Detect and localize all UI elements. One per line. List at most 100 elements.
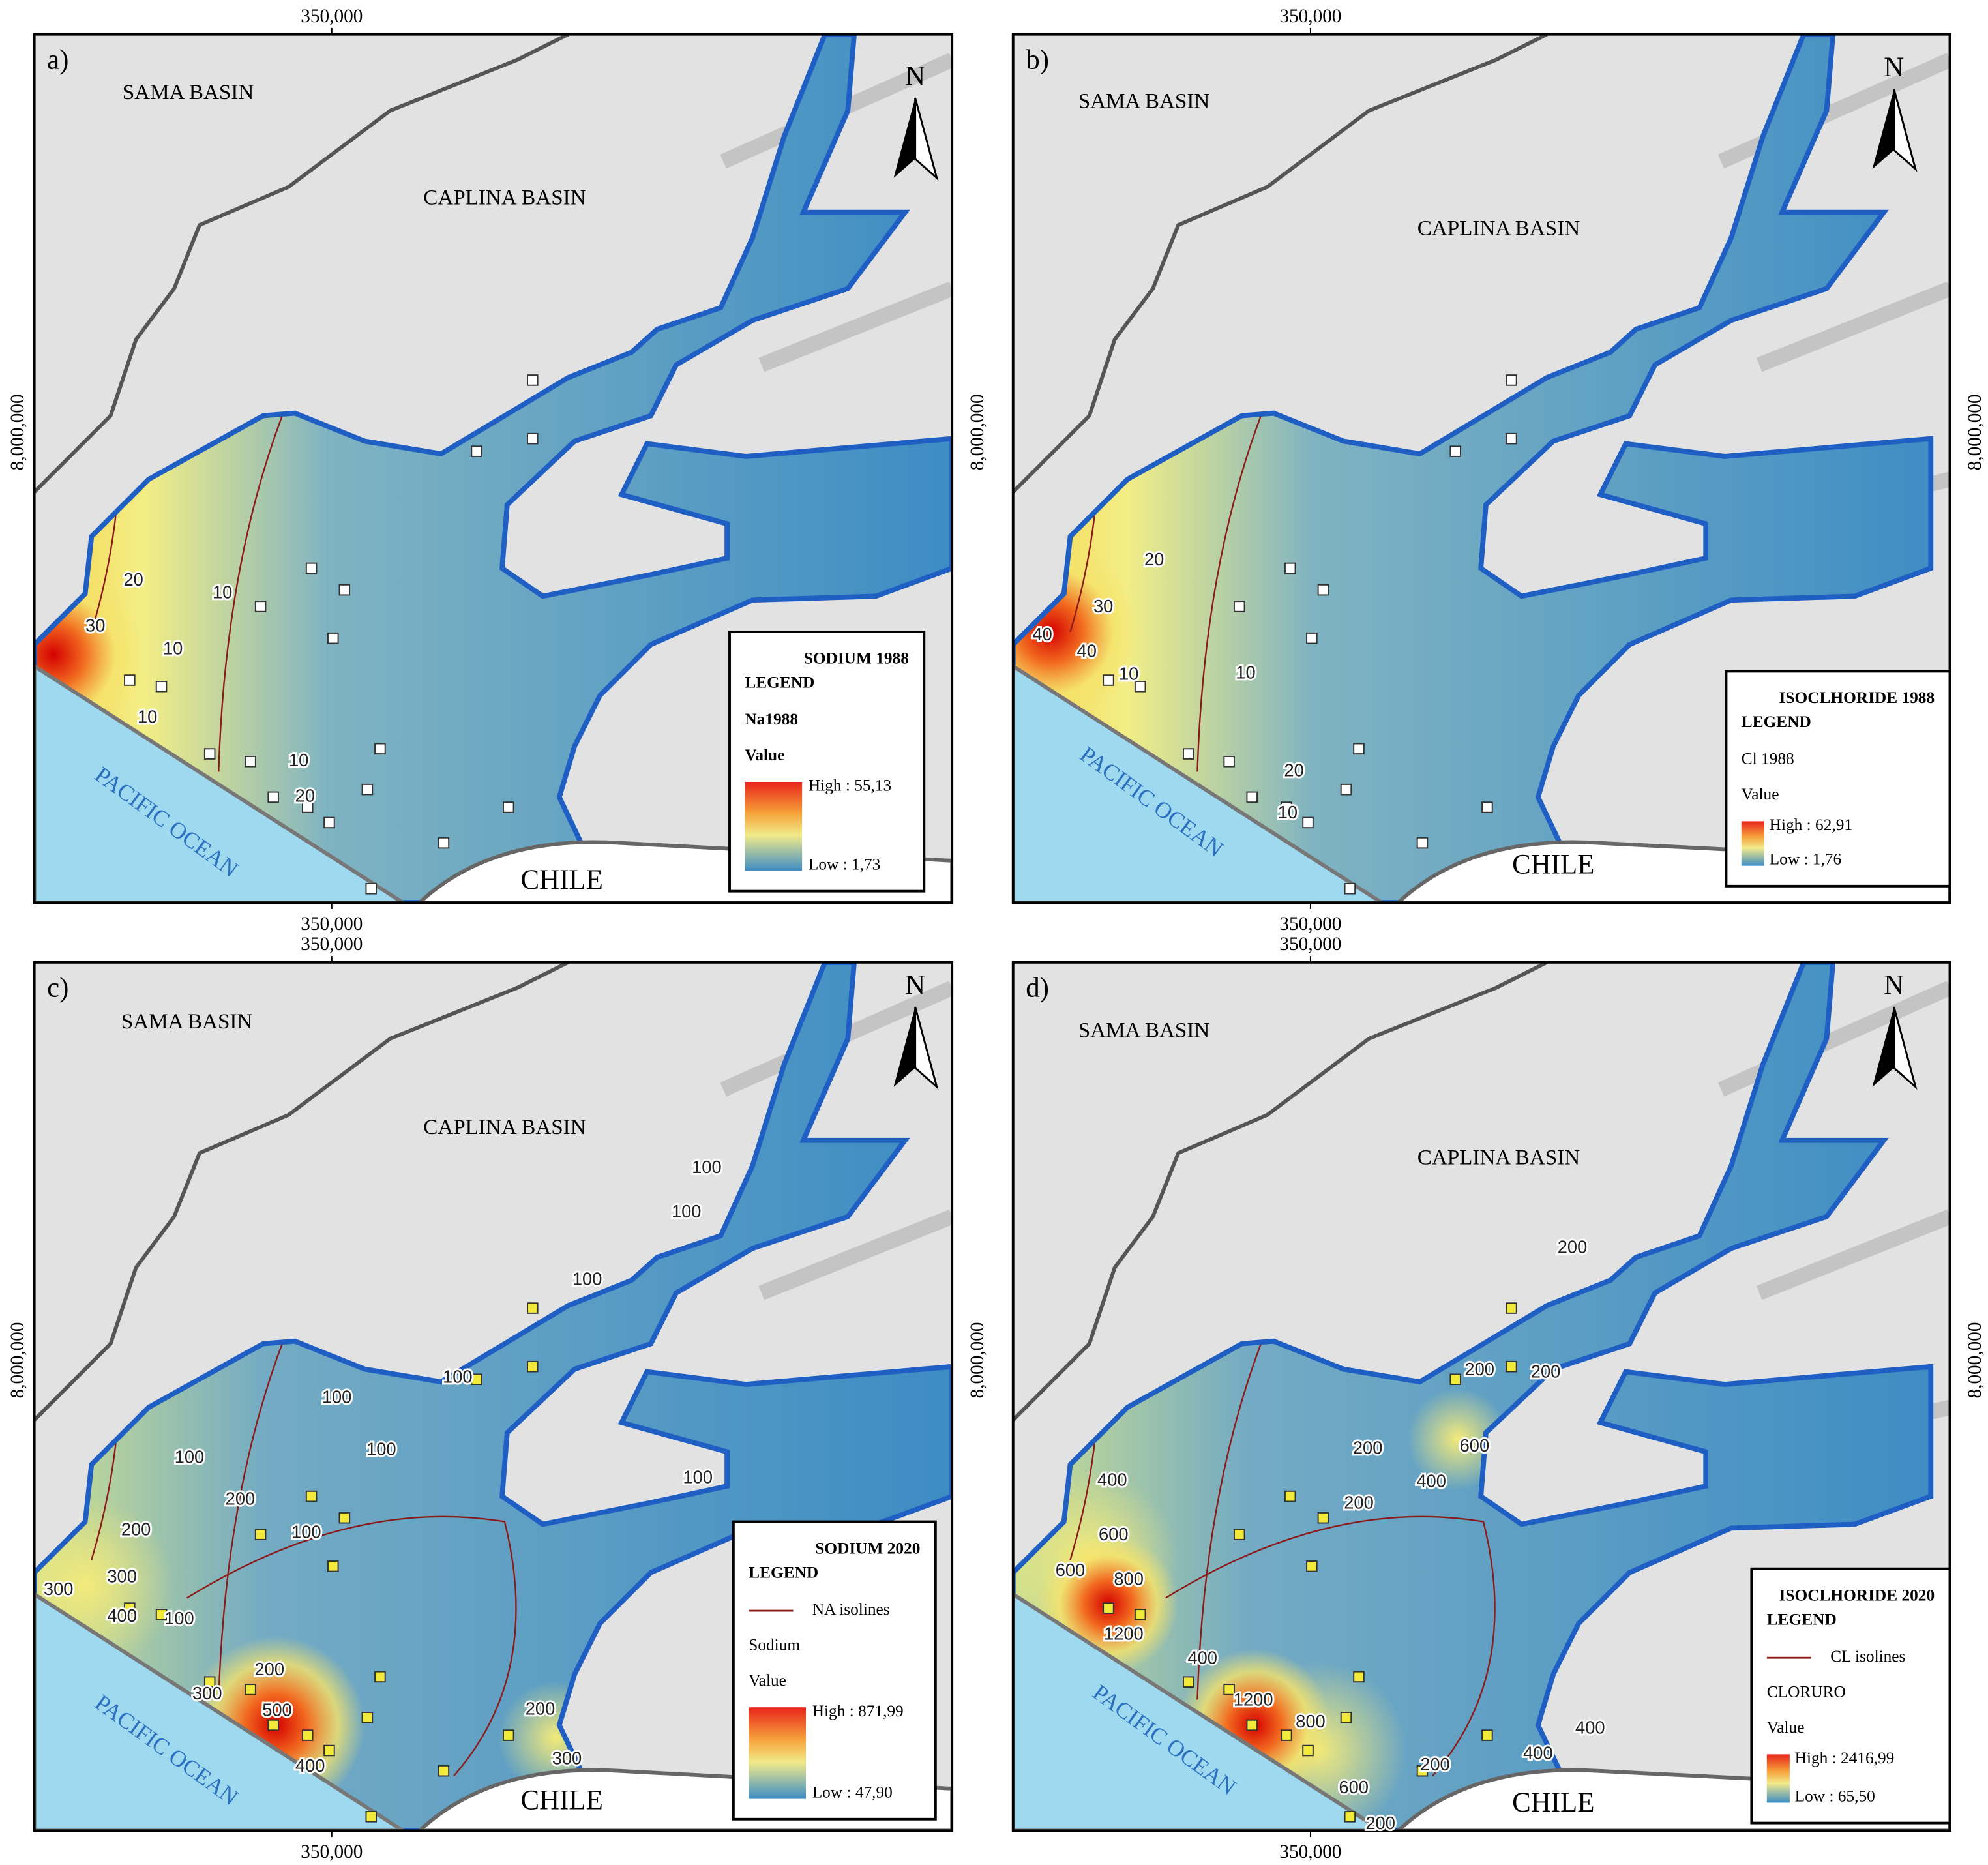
basin-boundary [1013, 962, 1548, 1422]
basin-name: CAPLINA BASIN [423, 1115, 586, 1139]
isoline-label: 400 [295, 1755, 325, 1776]
isoline [218, 415, 283, 772]
map-frame [33, 961, 954, 1832]
isoline-label: 800 [1296, 1711, 1326, 1731]
sample-point [1506, 374, 1517, 386]
sample-point [1340, 1712, 1352, 1723]
isoline-label: 200 [526, 1698, 556, 1718]
isoline-label: 10 [138, 707, 157, 727]
sample-point [1306, 632, 1318, 644]
coordinate-label: 8,000,000 [7, 1322, 28, 1399]
coordinate-label: 8,000,000 [967, 394, 988, 470]
isoline-label: 30 [1093, 596, 1113, 616]
sample-point [1284, 1490, 1296, 1502]
sample-point [1134, 681, 1146, 693]
coordinate-label: 8,000,000 [1965, 1322, 1985, 1399]
sample-point [1449, 445, 1461, 457]
map-body [34, 962, 953, 1831]
map-body [1013, 962, 1950, 1831]
sample-point [365, 1811, 378, 1823]
sample-point [1233, 601, 1245, 612]
basin-name: SAMA BASIN [121, 1009, 253, 1034]
sample-point [245, 1684, 256, 1695]
legend-title: ISOCLHORIDE 1988 [1779, 689, 1935, 707]
isoline-label: 200 [1344, 1492, 1374, 1512]
hot-zone [1013, 543, 1140, 721]
isoline [1165, 1515, 1496, 1777]
legend-item: Na1988 [745, 710, 798, 728]
sample-point [361, 783, 374, 796]
legend-item: CLORURO [1767, 1683, 1846, 1701]
sample-point [1182, 748, 1194, 760]
sample-point [503, 801, 514, 813]
sample-point [1506, 1360, 1517, 1373]
sample-point [1302, 816, 1314, 829]
legend-item: Value [1767, 1718, 1805, 1737]
basin-name: CAPLINA BASIN [423, 186, 586, 210]
sample-point [1281, 801, 1292, 813]
sample-point [1481, 1729, 1493, 1741]
isoline [1196, 415, 1262, 772]
isoline-label: 40 [1032, 624, 1052, 644]
isoline-label: 100 [366, 1439, 396, 1459]
north-arrow [914, 97, 939, 181]
isoline-label: 200 [1353, 1438, 1383, 1458]
legend-low: Low : 1,73 [809, 855, 880, 873]
legend-subtitle: LEGEND [749, 1563, 818, 1581]
sample-point [1416, 837, 1429, 849]
legend-item: CL isolines [1830, 1647, 1905, 1665]
legend-subtitle: LEGEND [1767, 1610, 1837, 1628]
ocean [1013, 664, 1386, 903]
isoline-label: 200 [255, 1659, 285, 1679]
isoline-label: 100 [175, 1446, 205, 1467]
isoline-label: 20 [1144, 549, 1164, 569]
north-label: N [905, 970, 925, 1001]
sample-point [374, 1671, 386, 1683]
isoline-label: 100 [692, 1157, 722, 1177]
sample-point [254, 1529, 267, 1540]
country-name: CHILE [521, 865, 603, 895]
north-arrow [914, 1006, 939, 1090]
sample-point [1302, 1744, 1314, 1757]
sample-point [327, 632, 339, 644]
isoline-label: 100 [291, 1521, 321, 1542]
isoline-label: 1200 [1104, 1623, 1144, 1643]
legend-ramp [1766, 1754, 1790, 1803]
ocean [1013, 1592, 1386, 1831]
isoline-label: 400 [1097, 1469, 1127, 1489]
legend-item: NA isolines [812, 1600, 890, 1619]
sample-point [527, 374, 539, 386]
coordinate-label: 350,000 [301, 934, 363, 955]
sample-point [1449, 1373, 1461, 1386]
country-name: CHILE [521, 1785, 603, 1815]
isoline [1069, 1433, 1097, 1560]
basin-name: SAMA BASIN [1078, 1019, 1210, 1043]
legend-box [1725, 670, 1951, 888]
legend-item: Value [1742, 785, 1779, 803]
coordinate-label: 350,000 [301, 914, 363, 934]
isoline-label: 10 [163, 638, 183, 658]
isoline [91, 1433, 118, 1560]
sample-point [267, 791, 279, 803]
sample-point [327, 1560, 339, 1572]
legend-item: Sodium [749, 1635, 800, 1654]
isoline-label: 200 [1464, 1359, 1494, 1379]
sample-point [1246, 791, 1258, 803]
sample-point [1353, 743, 1365, 755]
sample-point [155, 681, 168, 693]
isoline-label: 400 [107, 1605, 137, 1626]
aquifer-outline [1013, 34, 1934, 903]
isoline-label: 200 [1558, 1237, 1588, 1257]
basin-boundary [1013, 34, 1548, 494]
north-arrow [893, 1007, 915, 1087]
isoline-label: 600 [1339, 1777, 1369, 1797]
isoline-label: 100 [164, 1608, 194, 1628]
sample-point [1233, 1529, 1245, 1540]
sample-point [1103, 674, 1114, 686]
isoline-label: 400 [1187, 1647, 1217, 1667]
legend-high: High : 2416,99 [1795, 1749, 1895, 1767]
isoline-label: 100 [672, 1201, 702, 1221]
isoline [1069, 504, 1097, 633]
